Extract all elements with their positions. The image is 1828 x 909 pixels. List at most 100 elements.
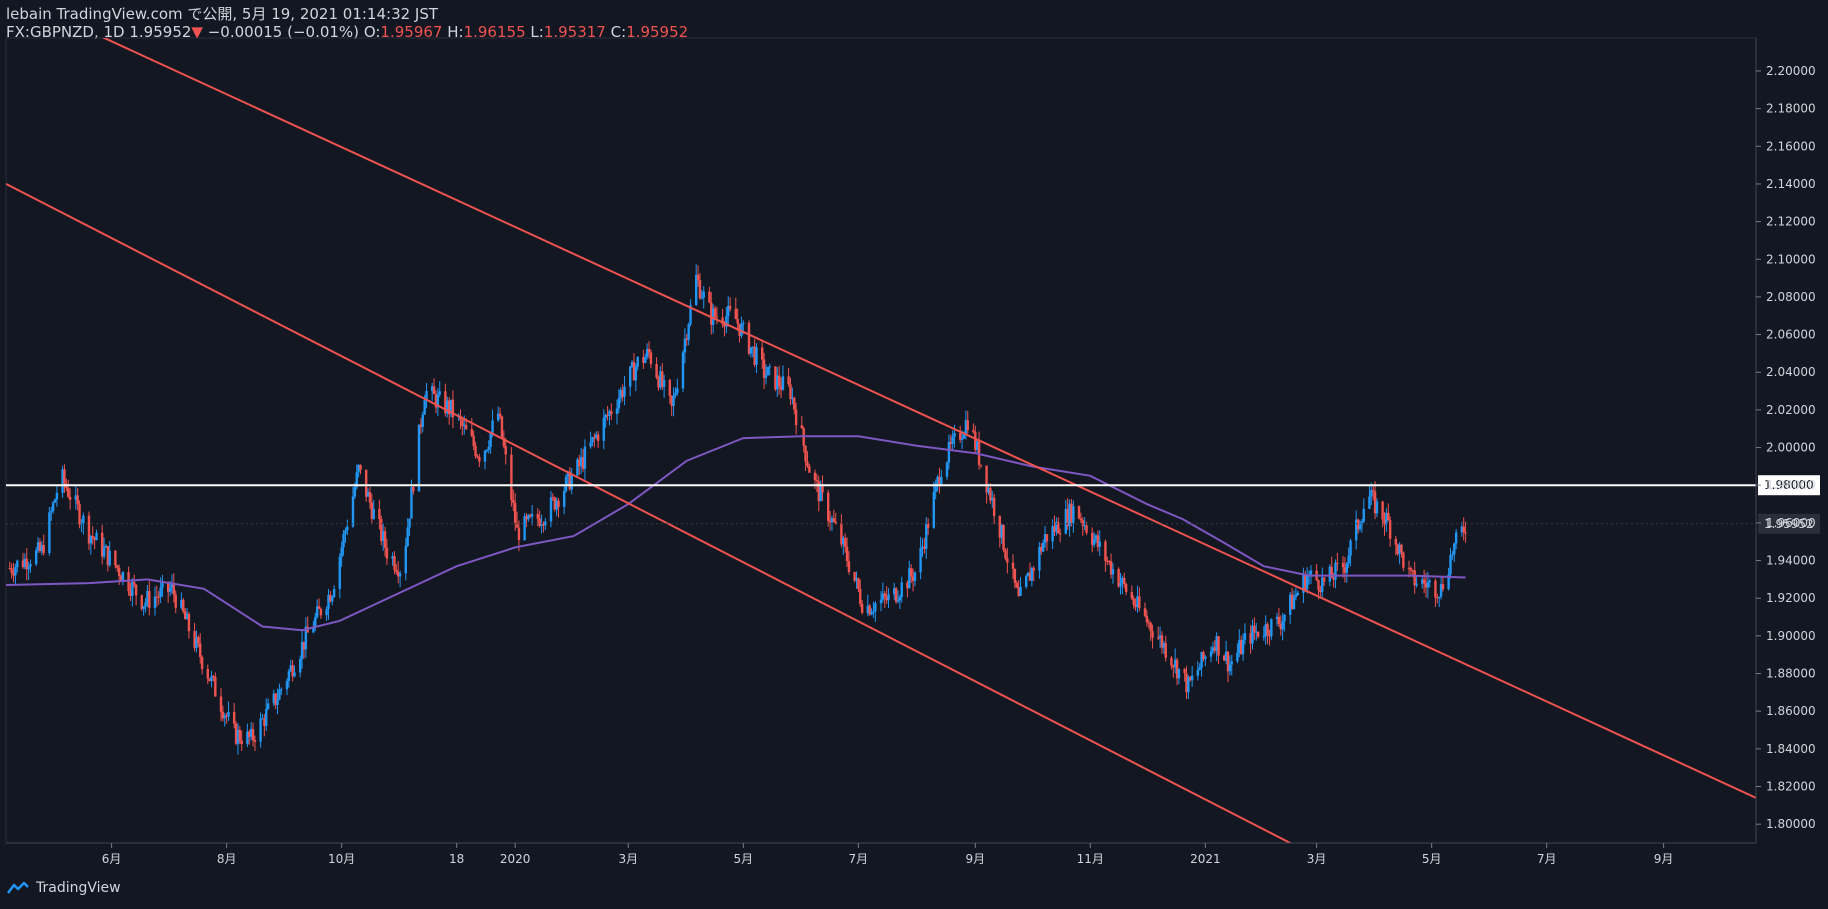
- symbol-label[interactable]: FX:GBPNZD, 1D: [6, 23, 125, 41]
- candle-body: [979, 464, 983, 466]
- candle-body: [621, 389, 624, 397]
- candle-body: [325, 609, 328, 616]
- candle-body: [483, 450, 487, 462]
- candle-body: [530, 514, 534, 517]
- candle-body: [95, 532, 98, 541]
- candle-body: [815, 480, 819, 482]
- candle-body: [502, 437, 506, 447]
- candle-body: [1200, 652, 1203, 668]
- candle-body: [1305, 576, 1309, 590]
- candle-body: [129, 591, 132, 596]
- candle-body: [853, 571, 856, 581]
- candle-body: [1375, 501, 1379, 514]
- price-tick-label: 2.06000: [1766, 328, 1816, 342]
- candle-body: [1449, 554, 1452, 575]
- candle-body: [1173, 659, 1177, 668]
- candle-body: [962, 434, 966, 439]
- candle-body: [544, 521, 547, 526]
- candle-body: [1383, 519, 1386, 525]
- candle-body: [1213, 647, 1216, 651]
- price-tick-label: 1.98000: [1766, 478, 1816, 492]
- candle-body: [378, 508, 381, 520]
- candle-body: [628, 366, 632, 387]
- candle-body: [879, 599, 883, 604]
- horizontal-level[interactable]: 1.98000 1.95952: [6, 475, 1820, 534]
- candle-body: [1328, 566, 1332, 582]
- candle-body: [566, 471, 570, 477]
- candle-body: [794, 409, 798, 426]
- candle-body: [253, 740, 257, 742]
- candle-body: [496, 413, 500, 421]
- candle-body: [868, 605, 871, 615]
- candle-body: [34, 550, 38, 565]
- price-tick-label: 2.18000: [1766, 102, 1816, 116]
- candle-body: [1117, 569, 1120, 587]
- candle-body: [1413, 570, 1416, 586]
- candle-body: [925, 523, 928, 550]
- candle-body: [67, 488, 70, 497]
- candle-body: [144, 602, 147, 607]
- candle-body: [280, 689, 283, 691]
- candle-body: [898, 596, 902, 601]
- candle-body: [945, 462, 949, 477]
- candle-body: [557, 500, 560, 507]
- candle-body: [715, 316, 719, 318]
- close-value: 1.95952: [626, 23, 689, 41]
- candle-body: [645, 348, 649, 357]
- candle-body: [108, 550, 111, 566]
- candle-body: [755, 347, 758, 365]
- candle-body: [906, 582, 909, 589]
- candle-body: [762, 359, 766, 378]
- candle-body: [602, 417, 605, 441]
- candle-body: [817, 481, 820, 502]
- candle-body: [1026, 572, 1030, 577]
- candle-body: [779, 386, 783, 390]
- candle-body: [1092, 539, 1096, 545]
- candle-body: [489, 432, 492, 447]
- candle-body: [1407, 567, 1411, 569]
- candle-body: [91, 535, 94, 538]
- candle-body: [1064, 509, 1068, 534]
- candle-body: [525, 516, 528, 520]
- candle-body: [781, 376, 785, 390]
- price-change: −0.00015 (−0.01%): [207, 23, 360, 41]
- candle-body: [966, 420, 969, 431]
- candle-body: [248, 731, 251, 737]
- candle-body: [312, 627, 315, 633]
- candle-body: [777, 375, 781, 387]
- candle-body: [446, 400, 449, 414]
- candle-body: [713, 308, 717, 317]
- candle-body: [985, 465, 988, 493]
- candle-body: [1013, 568, 1017, 583]
- candle-body: [581, 457, 585, 469]
- candle-body: [570, 475, 573, 490]
- candle-body: [133, 581, 136, 585]
- axes[interactable]: 2.20000 2.18000 2.16000 2.14000 2.12000 2.100…: [6, 38, 1816, 866]
- candle-body: [647, 348, 651, 353]
- candle-body: [1006, 558, 1009, 563]
- candle-body: [644, 356, 647, 363]
- candle-body: [397, 572, 400, 577]
- candle-body: [953, 433, 956, 437]
- candle-body: [596, 434, 600, 441]
- footer: TradingView: [6, 880, 121, 896]
- candle-body: [1275, 616, 1279, 619]
- level-price-label: 1.98000: [1764, 478, 1814, 492]
- trendlines[interactable]: [6, 14, 1756, 843]
- candle-body: [1322, 577, 1326, 582]
- candle-body: [1098, 541, 1101, 547]
- candle-body: [385, 547, 389, 559]
- candle-body: [53, 499, 57, 503]
- candle-body: [883, 593, 886, 597]
- candle-body: [1011, 562, 1015, 569]
- candle-body: [576, 459, 579, 476]
- time-tick-label: 7月: [849, 852, 869, 866]
- candle-body: [725, 316, 728, 327]
- candle-body: [265, 708, 268, 726]
- candle-body: [25, 558, 28, 570]
- candle-body: [404, 546, 407, 574]
- candle-body: [461, 420, 464, 427]
- candle-body: [617, 398, 621, 409]
- candle-body: [142, 606, 145, 609]
